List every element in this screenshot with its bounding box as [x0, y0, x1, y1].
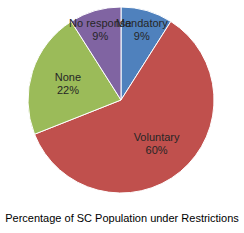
data-labels: Mandatory9%Voluntary60%None22%No respons… [55, 17, 180, 156]
slice-label: None [55, 71, 81, 83]
value-label: 60% [146, 144, 168, 156]
slice-label: No response [69, 17, 131, 29]
pie [28, 7, 214, 193]
value-label: 9% [134, 30, 150, 42]
chart-container: Mandatory9%Voluntary60%None22%No respons… [0, 0, 244, 233]
value-label: 9% [92, 30, 108, 42]
chart-title: Percentage of SC Population under Restri… [5, 212, 239, 224]
slice-label: Voluntary [134, 131, 180, 143]
chart-svg: Mandatory9%Voluntary60%None22%No respons… [0, 0, 244, 233]
value-label: 22% [57, 84, 79, 96]
